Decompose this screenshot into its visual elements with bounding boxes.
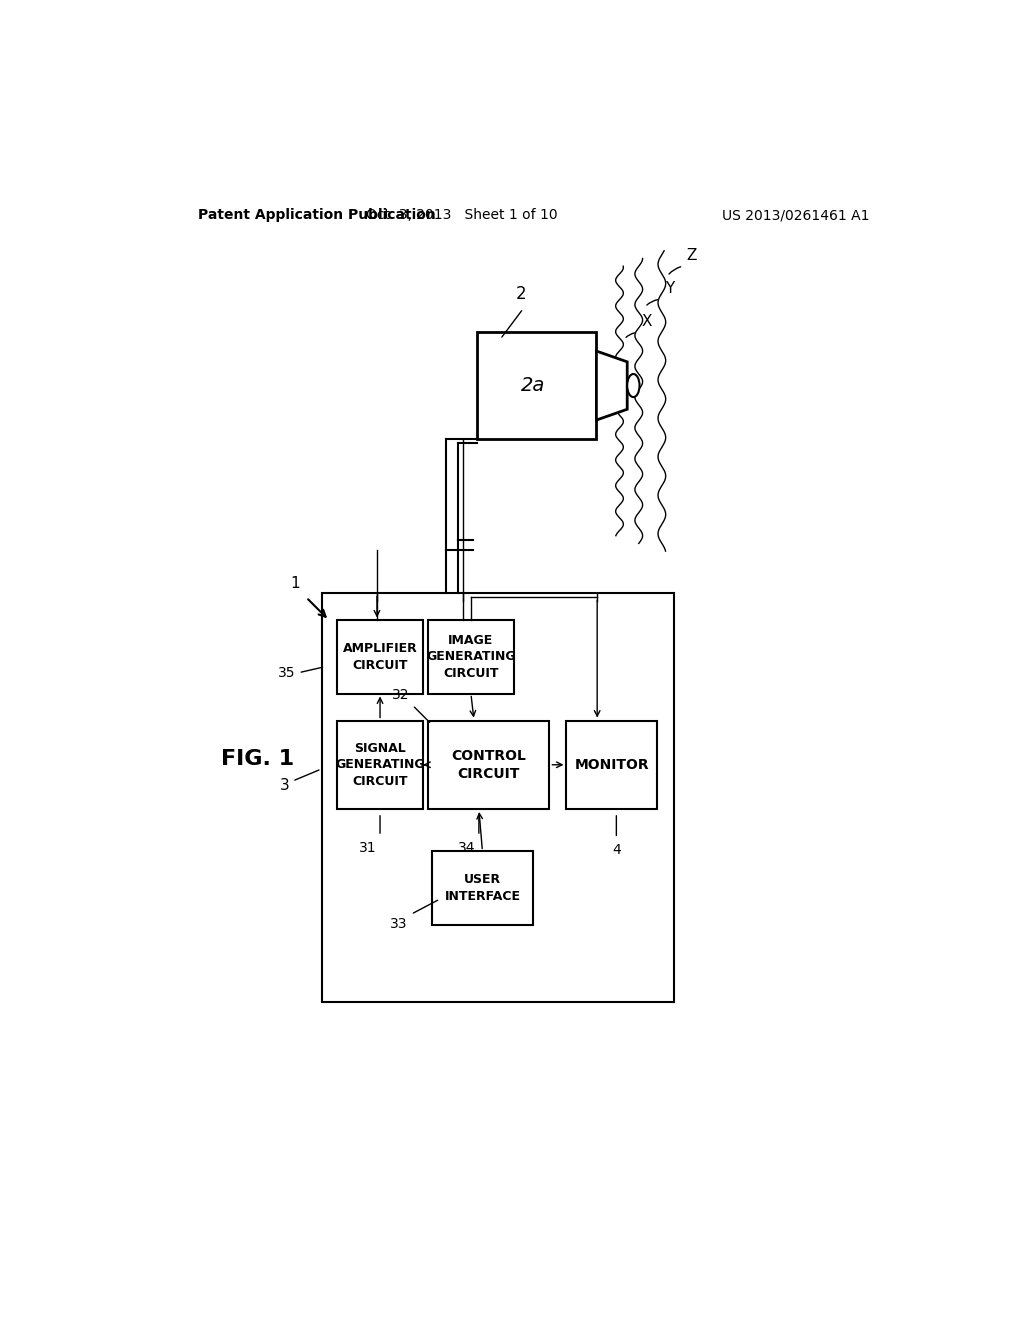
Text: 2a: 2a bbox=[520, 376, 545, 395]
Text: US 2013/0261461 A1: US 2013/0261461 A1 bbox=[722, 209, 869, 223]
Bar bbox=[428, 721, 550, 809]
Text: 32: 32 bbox=[392, 688, 410, 702]
Text: Patent Application Publication: Patent Application Publication bbox=[199, 209, 436, 223]
Text: 35: 35 bbox=[278, 665, 295, 680]
Bar bbox=[337, 620, 423, 693]
Text: 1: 1 bbox=[291, 576, 300, 591]
Text: Y: Y bbox=[665, 281, 674, 296]
Text: AMPLIFIER
CIRCUIT: AMPLIFIER CIRCUIT bbox=[343, 643, 418, 672]
Polygon shape bbox=[596, 351, 628, 420]
Text: Z: Z bbox=[686, 248, 697, 263]
Bar bbox=[566, 721, 657, 809]
Bar bbox=[428, 620, 514, 693]
Text: USER
INTERFACE: USER INTERFACE bbox=[444, 874, 520, 903]
Text: 2: 2 bbox=[516, 285, 526, 304]
Bar bbox=[477, 331, 596, 440]
Text: 4: 4 bbox=[612, 843, 621, 857]
Text: MONITOR: MONITOR bbox=[574, 758, 649, 772]
Text: 34: 34 bbox=[458, 841, 475, 855]
Text: 33: 33 bbox=[390, 917, 408, 932]
Bar bbox=[337, 721, 423, 809]
Text: 31: 31 bbox=[358, 841, 376, 855]
Ellipse shape bbox=[628, 374, 640, 397]
Text: IMAGE
GENERATING
CIRCUIT: IMAGE GENERATING CIRCUIT bbox=[426, 634, 516, 680]
Text: CONTROL
CIRCUIT: CONTROL CIRCUIT bbox=[452, 748, 526, 780]
Text: SIGNAL
GENERATING
CIRCUIT: SIGNAL GENERATING CIRCUIT bbox=[335, 742, 425, 788]
Text: Oct. 3, 2013   Sheet 1 of 10: Oct. 3, 2013 Sheet 1 of 10 bbox=[366, 209, 557, 223]
Text: X: X bbox=[642, 314, 652, 330]
Text: 3: 3 bbox=[280, 777, 289, 793]
Bar bbox=[432, 851, 532, 924]
Text: FIG. 1: FIG. 1 bbox=[221, 748, 295, 770]
Bar bbox=[322, 594, 674, 1002]
